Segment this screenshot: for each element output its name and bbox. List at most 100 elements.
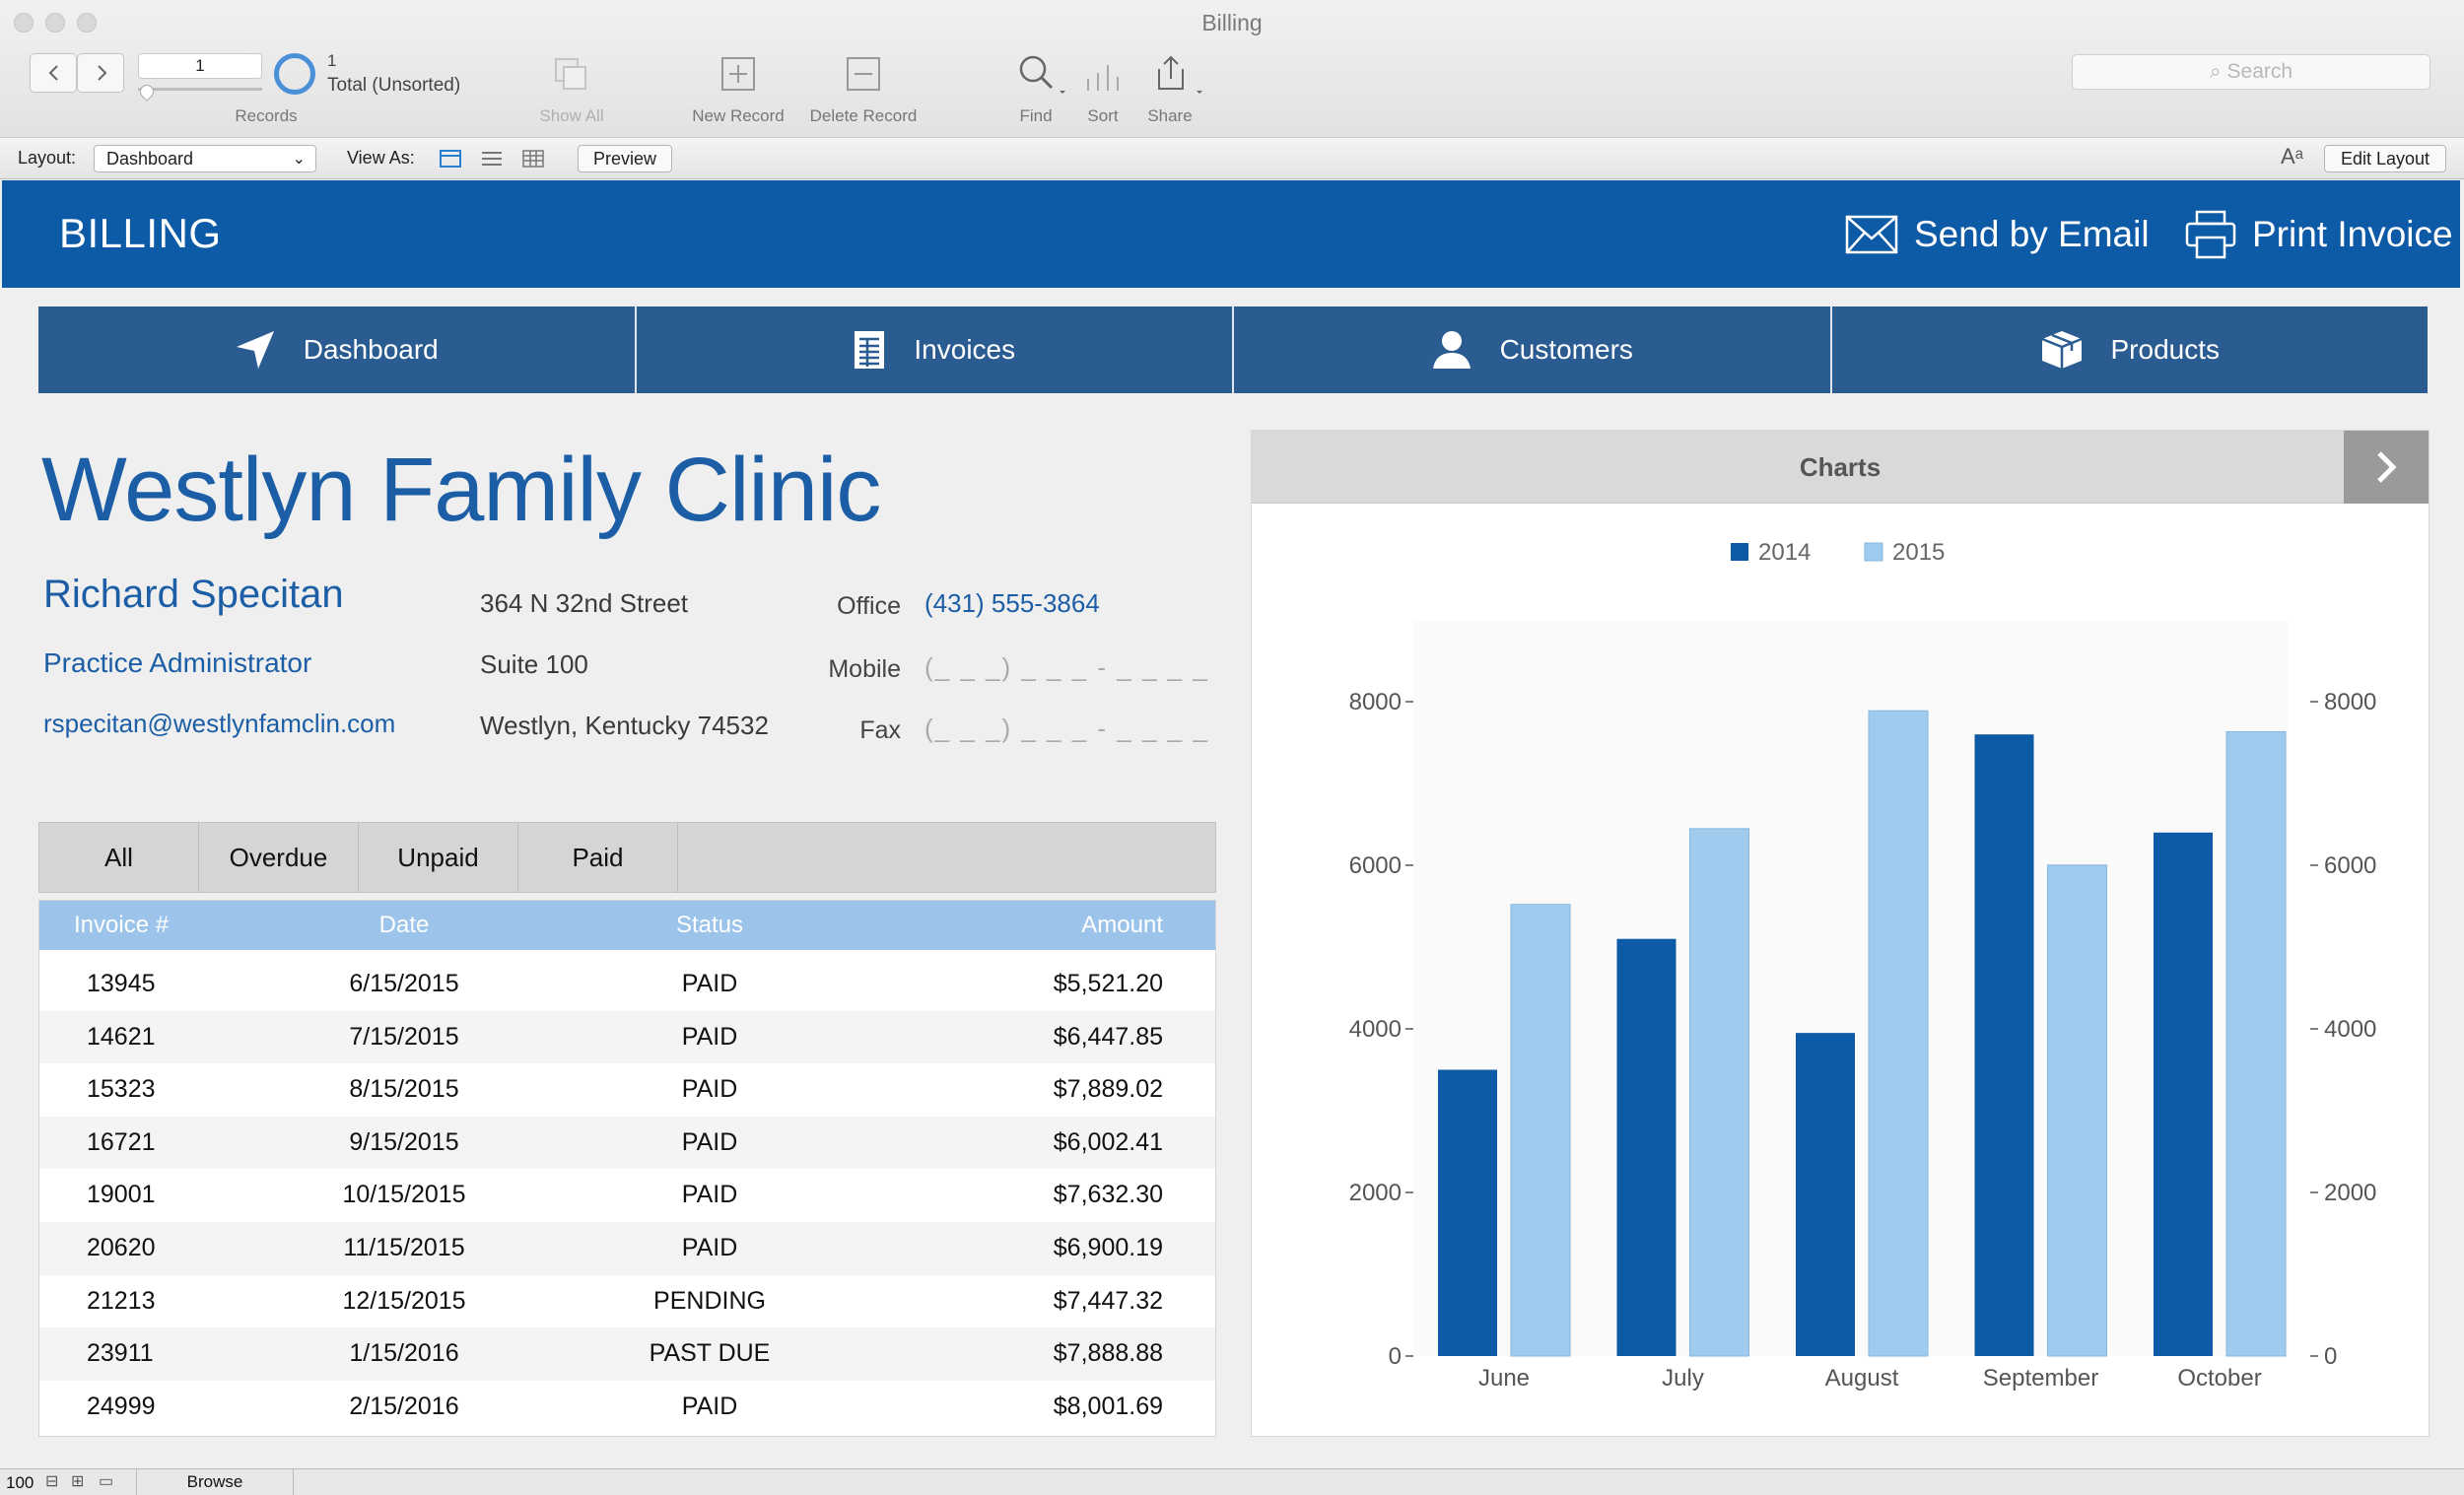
record-slider-thumb[interactable] xyxy=(137,82,157,102)
invoice-status: PAID xyxy=(681,1127,738,1156)
invoice-date: 1/15/2016 xyxy=(349,1339,459,1368)
sort-label[interactable]: Sort xyxy=(1087,106,1119,125)
table-row[interactable]: 14621 7/15/2015 PAID $6,447.85 xyxy=(39,1010,1215,1064)
address-line-3[interactable]: Westlyn, Kentucky 74532 xyxy=(480,711,769,740)
zoom-window-button[interactable] xyxy=(77,13,97,33)
delete-record-label[interactable]: Delete Record xyxy=(809,106,918,125)
customer-name[interactable]: Westlyn Family Clinic xyxy=(41,440,881,540)
sort-icon[interactable] xyxy=(1084,59,1120,93)
zoom-out-icon[interactable]: ⊟ xyxy=(45,1473,59,1490)
nav-tabs: Dashboard Invoices Customers Products xyxy=(38,306,2428,393)
toggle-status-area-icon[interactable]: ▭ xyxy=(99,1473,114,1490)
send-by-email-button[interactable]: Send by Email xyxy=(1845,205,2150,264)
invoice-date: 10/15/2015 xyxy=(342,1181,466,1209)
filter-paid-button[interactable]: Paid xyxy=(518,823,678,892)
table-row[interactable]: 21213 12/15/2015 PENDING $7,447.32 xyxy=(39,1275,1215,1328)
table-row[interactable]: 23911 1/15/2016 PAST DUE $7,888.88 xyxy=(39,1327,1215,1381)
minimize-window-button[interactable] xyxy=(45,13,65,33)
zoom-level[interactable]: 100 xyxy=(6,1473,34,1492)
tab-products[interactable]: Products xyxy=(1831,306,2428,393)
list-view-icon[interactable] xyxy=(481,150,503,168)
share-label[interactable]: Share xyxy=(1147,106,1193,125)
office-phone[interactable]: (431) 555-3864 xyxy=(924,588,1100,618)
find-icon[interactable] xyxy=(1017,53,1066,97)
table-row[interactable]: 19001 10/15/2015 PAID $7,632.30 xyxy=(39,1169,1215,1222)
record-slider[interactable] xyxy=(138,88,262,91)
table-row[interactable]: 24999 2/15/2016 PAID $8,001.69 xyxy=(39,1381,1215,1434)
invoice-amount: $8,001.69 xyxy=(1053,1392,1163,1420)
contact-email[interactable]: rspecitan@westlynfamclin.com xyxy=(43,709,396,738)
column-header-status[interactable]: Status xyxy=(675,912,744,938)
delete-record-icon[interactable] xyxy=(845,55,882,93)
chevron-right-icon xyxy=(2377,451,2397,483)
tab-dashboard[interactable]: Dashboard xyxy=(38,306,637,393)
x-tick-label: August xyxy=(1825,1365,1899,1392)
mode-indicator[interactable]: Browse xyxy=(136,1469,294,1495)
share-icon[interactable] xyxy=(1153,53,1204,97)
y-tick-label-right: 6000 xyxy=(2324,852,2376,879)
edit-layout-button[interactable]: Edit Layout xyxy=(2324,145,2446,172)
legend-label: 2014 xyxy=(1758,539,1811,566)
contact-role[interactable]: Practice Administrator xyxy=(43,647,312,678)
column-header-invoice[interactable]: Invoice # xyxy=(74,912,170,938)
find-label[interactable]: Find xyxy=(1019,106,1053,125)
invoice-date: 8/15/2015 xyxy=(349,1075,459,1104)
fax-field[interactable]: (_ _ _) _ _ _ - _ _ _ _ xyxy=(924,714,1209,743)
invoice-date: 9/15/2015 xyxy=(349,1127,459,1156)
form-view-icon[interactable] xyxy=(440,150,461,168)
invoice-date: 6/15/2015 xyxy=(349,970,459,997)
tab-invoices[interactable]: Invoices xyxy=(636,306,1234,393)
current-record-field[interactable]: 1 xyxy=(138,53,262,79)
layout-label: Layout: xyxy=(18,148,77,168)
office-label: Office xyxy=(837,592,901,620)
invoice-number: 23911 xyxy=(87,1339,154,1368)
table-view-icon[interactable] xyxy=(522,150,544,168)
filter-unpaid-button[interactable]: Unpaid xyxy=(359,823,518,892)
bar-2015-august xyxy=(1868,710,1929,1357)
table-row[interactable]: 13945 6/15/2015 PAID $5,521.20 xyxy=(39,958,1215,1011)
new-record-icon[interactable] xyxy=(719,55,757,93)
next-record-button[interactable] xyxy=(77,53,124,93)
x-tick-label: September xyxy=(1983,1365,2098,1392)
charts-next-button[interactable] xyxy=(2344,431,2429,504)
contact-name[interactable]: Richard Specitan xyxy=(43,573,344,616)
invoice-amount: $7,888.88 xyxy=(1053,1339,1163,1368)
invoice-filter-bar: All Overdue Unpaid Paid xyxy=(38,822,1216,893)
text-formatting-icon[interactable]: Aᵃ xyxy=(2281,144,2303,169)
window-title: Billing xyxy=(1201,10,1263,35)
y-tick-label-right: 2000 xyxy=(2324,1180,2376,1206)
column-header-date[interactable]: Date xyxy=(378,912,430,938)
tab-label: Customers xyxy=(1499,334,1633,365)
address-line-2[interactable]: Suite 100 xyxy=(480,649,588,679)
show-all-icon[interactable] xyxy=(552,55,591,95)
preview-button[interactable]: Preview xyxy=(578,145,672,172)
invoice-number: 16721 xyxy=(87,1127,156,1156)
chevron-right-icon xyxy=(98,65,107,81)
table-row[interactable]: 20620 11/15/2015 PAID $6,900.19 xyxy=(39,1222,1215,1275)
tab-customers[interactable]: Customers xyxy=(1234,306,1832,393)
previous-record-button[interactable] xyxy=(30,53,77,93)
table-row[interactable]: 15323 8/15/2015 PAID $7,889.02 xyxy=(39,1063,1215,1117)
column-header-amount[interactable]: Amount xyxy=(1081,912,1163,938)
search-icon: ⌕ xyxy=(2209,60,2222,83)
filter-overdue-button[interactable]: Overdue xyxy=(199,823,359,892)
mobile-phone-field[interactable]: (_ _ _) _ _ _ - _ _ _ _ xyxy=(924,652,1209,682)
fax-label: Fax xyxy=(859,716,901,744)
charts-panel-title: Charts xyxy=(1252,431,2429,504)
show-all-label[interactable]: Show All xyxy=(539,106,604,125)
invoice-date: 12/15/2015 xyxy=(342,1286,466,1315)
table-row[interactable]: 16721 9/15/2015 PAID $6,002.41 xyxy=(39,1116,1215,1170)
page-title: BILLING xyxy=(59,210,222,256)
filter-all-button[interactable]: All xyxy=(39,823,199,892)
search-placeholder: Search xyxy=(2226,60,2293,83)
address-line-1[interactable]: 364 N 32nd Street xyxy=(480,588,689,618)
print-invoice-button[interactable]: Print Invoice xyxy=(2185,205,2453,264)
layout-select[interactable]: Dashboard ⌄ xyxy=(94,145,316,172)
invoice-number: 13945 xyxy=(87,970,156,997)
new-record-label[interactable]: New Record xyxy=(692,106,785,125)
invoice-number: 24999 xyxy=(87,1392,156,1420)
close-window-button[interactable] xyxy=(14,13,34,33)
navigation-arrow-icon xyxy=(236,331,274,369)
zoom-in-icon[interactable]: ⊞ xyxy=(71,1473,85,1490)
search-field[interactable]: ⌕ Search xyxy=(2072,54,2430,90)
